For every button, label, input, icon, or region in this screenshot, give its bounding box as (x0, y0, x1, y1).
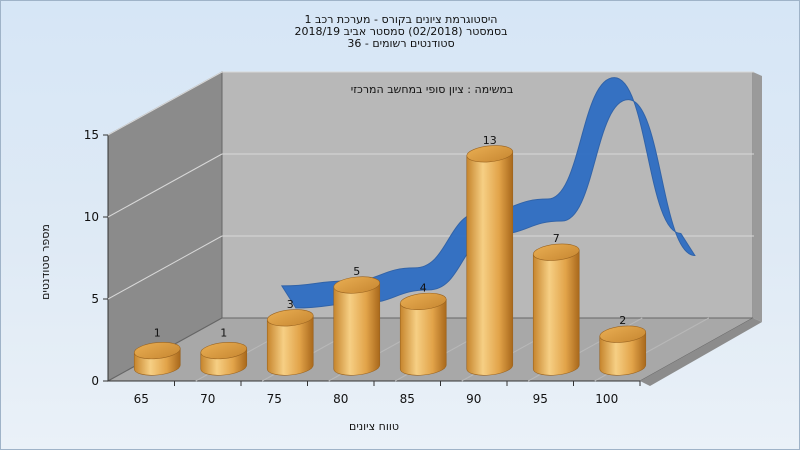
x-tick-label: 95 (533, 392, 548, 406)
bar-value-label: 2 (619, 314, 626, 327)
x-tick-label: 75 (267, 392, 282, 406)
bar-value-label: 1 (154, 327, 161, 340)
gridline-left-wall (107, 235, 223, 300)
bar-value-label: 7 (553, 232, 560, 245)
bar-80 (333, 276, 381, 376)
right-wall-edge (753, 72, 762, 322)
bar-95 (532, 243, 580, 376)
gridline-left-wall (107, 153, 223, 218)
chart-header-line-3: סטודנטים רשומים - 36 (347, 37, 455, 50)
bar-cap (399, 292, 447, 310)
bar-body (333, 282, 381, 376)
bar-body (399, 299, 447, 376)
chart-header-line-2: בסמסטר (02/2018) סמסטר אביב 2018/19 (294, 25, 508, 38)
gridline-left-wall (107, 71, 223, 136)
bar-value-label: 13 (483, 134, 497, 147)
x-axis-label: טווח ציונים (349, 420, 399, 433)
bar-value-label: 1 (220, 327, 227, 340)
bar-100 (599, 325, 647, 376)
bar-85 (399, 292, 447, 376)
y-tick-label: 10 (84, 210, 99, 224)
bar-body (266, 315, 314, 376)
bar-cap (133, 342, 181, 360)
bar-65 (133, 342, 181, 376)
bar-body (532, 249, 580, 376)
bar-cap (466, 145, 514, 163)
y-tick-label: 0 (91, 374, 99, 388)
bar-cap (532, 243, 580, 261)
x-tick-label: 70 (200, 392, 215, 406)
distribution-ribbon (280, 77, 696, 309)
y-axis-label: מספר סטודנטים (39, 224, 52, 300)
x-tick-label: 80 (333, 392, 348, 406)
x-tick-label: 100 (595, 392, 618, 406)
x-tick-label: 85 (400, 392, 415, 406)
x-tick-label: 65 (134, 392, 149, 406)
chart-header-line-1: היסטוגרמת ציונים בקורס - מערכת רכב 1 (304, 13, 498, 26)
bar-75 (266, 309, 314, 376)
bar-body (466, 151, 514, 376)
bar-cap (200, 342, 248, 360)
x-tick-label: 90 (466, 392, 481, 406)
right-depth-edge (640, 318, 762, 386)
bar-70 (200, 342, 248, 376)
bar-cap (599, 325, 647, 343)
y-tick-label: 5 (91, 292, 99, 306)
bar-90 (466, 145, 514, 376)
bar-cap (333, 276, 381, 294)
chart-title: במשימה : ציון סופי במחשב המרכזי (351, 83, 514, 96)
bar-value-label: 4 (420, 281, 427, 294)
bar-cap (266, 309, 314, 327)
bar-body (599, 331, 647, 376)
bar-value-label: 5 (353, 265, 360, 278)
y-tick-label: 15 (84, 128, 99, 142)
bar-value-label: 3 (287, 298, 294, 311)
